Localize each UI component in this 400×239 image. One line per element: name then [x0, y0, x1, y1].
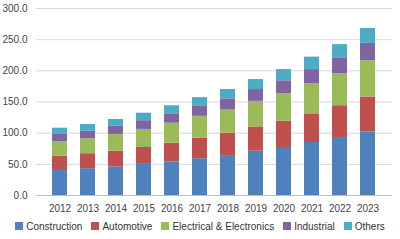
svg-text:0.0: 0.0 — [14, 190, 28, 201]
svg-text:2021: 2021 — [301, 203, 324, 214]
svg-text:2017: 2017 — [189, 203, 212, 214]
svg-text:300.0: 300.0 — [2, 3, 27, 14]
svg-text:2023: 2023 — [357, 203, 380, 214]
svg-text:250.0: 250.0 — [2, 34, 27, 45]
svg-text:2016: 2016 — [161, 203, 184, 214]
svg-text:2012: 2012 — [49, 203, 72, 214]
html-text:Electrical & Electronics: Electrical & Electronics — [172, 220, 275, 232]
svg-text:2014: 2014 — [105, 203, 128, 214]
svg-text:2019: 2019 — [245, 203, 268, 214]
svg-text:100.0: 100.0 — [2, 127, 27, 138]
svg-text:50.0: 50.0 — [8, 159, 28, 170]
svg-text:150.0: 150.0 — [2, 96, 27, 107]
svg-text:2018: 2018 — [217, 203, 240, 214]
svg-text:200.0: 200.0 — [2, 65, 27, 76]
html-text:Others: Others — [354, 220, 385, 232]
html-text:Automotive: Automotive — [102, 220, 153, 232]
html-text:Industrial: Industrial — [294, 220, 335, 232]
svg-text:2022: 2022 — [329, 203, 352, 214]
html-text:Construction: Construction — [26, 220, 83, 232]
svg-text:2013: 2013 — [77, 203, 100, 214]
svg-text:2020: 2020 — [273, 203, 296, 214]
svg-text:2015: 2015 — [133, 203, 156, 214]
